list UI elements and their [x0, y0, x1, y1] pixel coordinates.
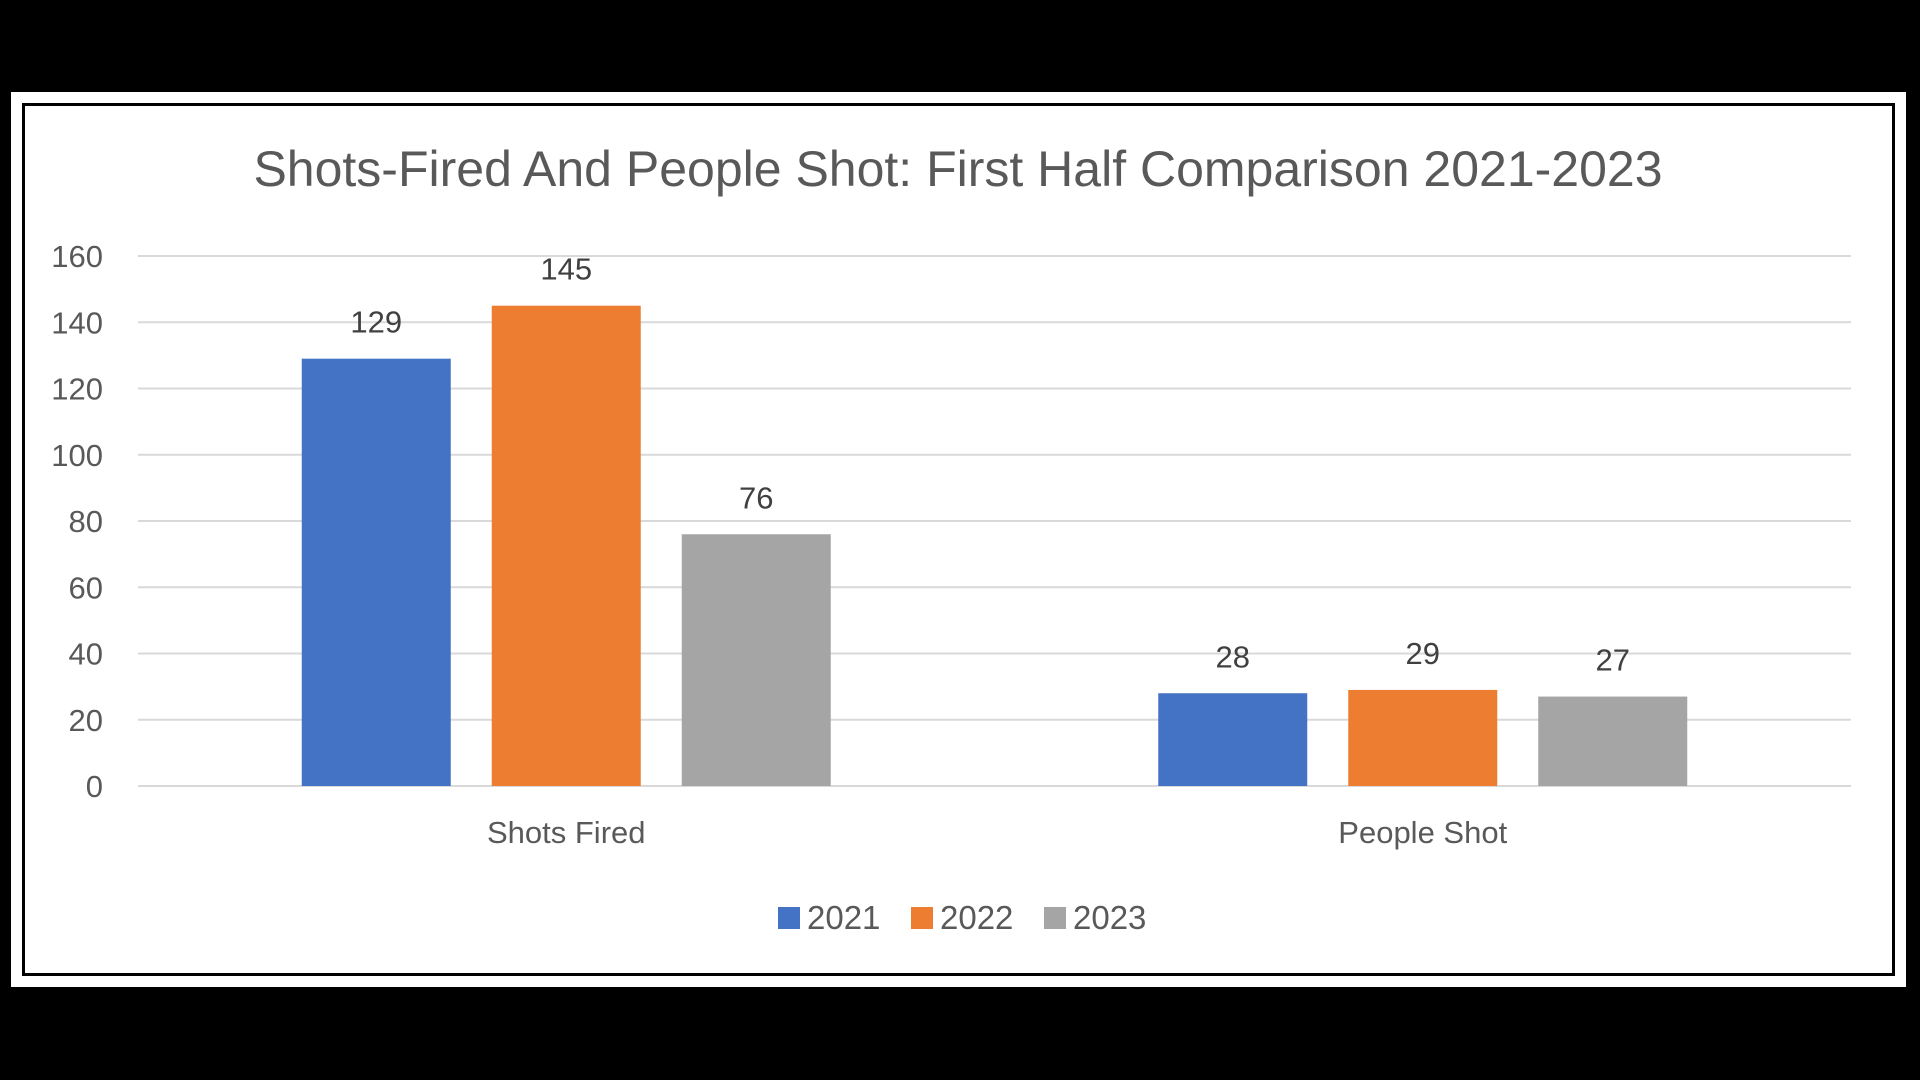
- category-label: Shots Fired: [487, 815, 646, 850]
- bars: [301, 305, 1688, 786]
- legend-label: 2021: [807, 899, 880, 936]
- y-tick-label: 60: [69, 570, 103, 605]
- data-label: 27: [1596, 643, 1630, 678]
- y-tick-label: 20: [69, 703, 103, 738]
- legend-swatch: [778, 907, 800, 929]
- legend-label: 2023: [1073, 899, 1146, 936]
- chart-title: Shots-Fired And People Shot: First Half …: [253, 141, 1662, 197]
- data-label: 145: [540, 252, 592, 287]
- data-label: 129: [350, 305, 402, 340]
- y-tick-label: 100: [51, 438, 103, 473]
- bar-chart: Shots-Fired And People Shot: First Half …: [51, 141, 1851, 936]
- y-tick-label: 40: [69, 637, 103, 672]
- data-labels: 129 145 76 28 29 27: [350, 252, 1630, 678]
- legend: 2021 2022 2023: [778, 899, 1146, 936]
- y-tick-label: 80: [69, 504, 103, 539]
- chart-border: [22, 103, 1895, 976]
- bar-2021-shots-fired: [301, 358, 451, 786]
- y-tick-label: 140: [51, 305, 103, 340]
- bar-2022-shots-fired: [491, 305, 641, 786]
- bar-2021-people-shot: [1158, 693, 1308, 786]
- data-label: 76: [739, 480, 773, 515]
- category-label: People Shot: [1338, 815, 1507, 850]
- category-labels: Shots Fired People Shot: [487, 815, 1508, 850]
- legend-label: 2022: [940, 899, 1013, 936]
- y-axis-ticks: 0 20 40 60 80 100 120 140 160: [51, 239, 103, 804]
- chart-panel: Shots-Fired And People Shot: First Half …: [11, 92, 1906, 987]
- y-tick-label: 160: [51, 239, 103, 274]
- bar-2023-people-shot: [1538, 696, 1688, 786]
- legend-swatch: [1044, 907, 1066, 929]
- bar-2023-shots-fired: [681, 534, 831, 786]
- legend-swatch: [911, 907, 933, 929]
- data-label: 29: [1406, 636, 1440, 671]
- data-label: 28: [1216, 639, 1250, 674]
- y-tick-label: 120: [51, 372, 103, 407]
- y-tick-label: 0: [86, 769, 103, 804]
- bar-2022-people-shot: [1348, 689, 1498, 786]
